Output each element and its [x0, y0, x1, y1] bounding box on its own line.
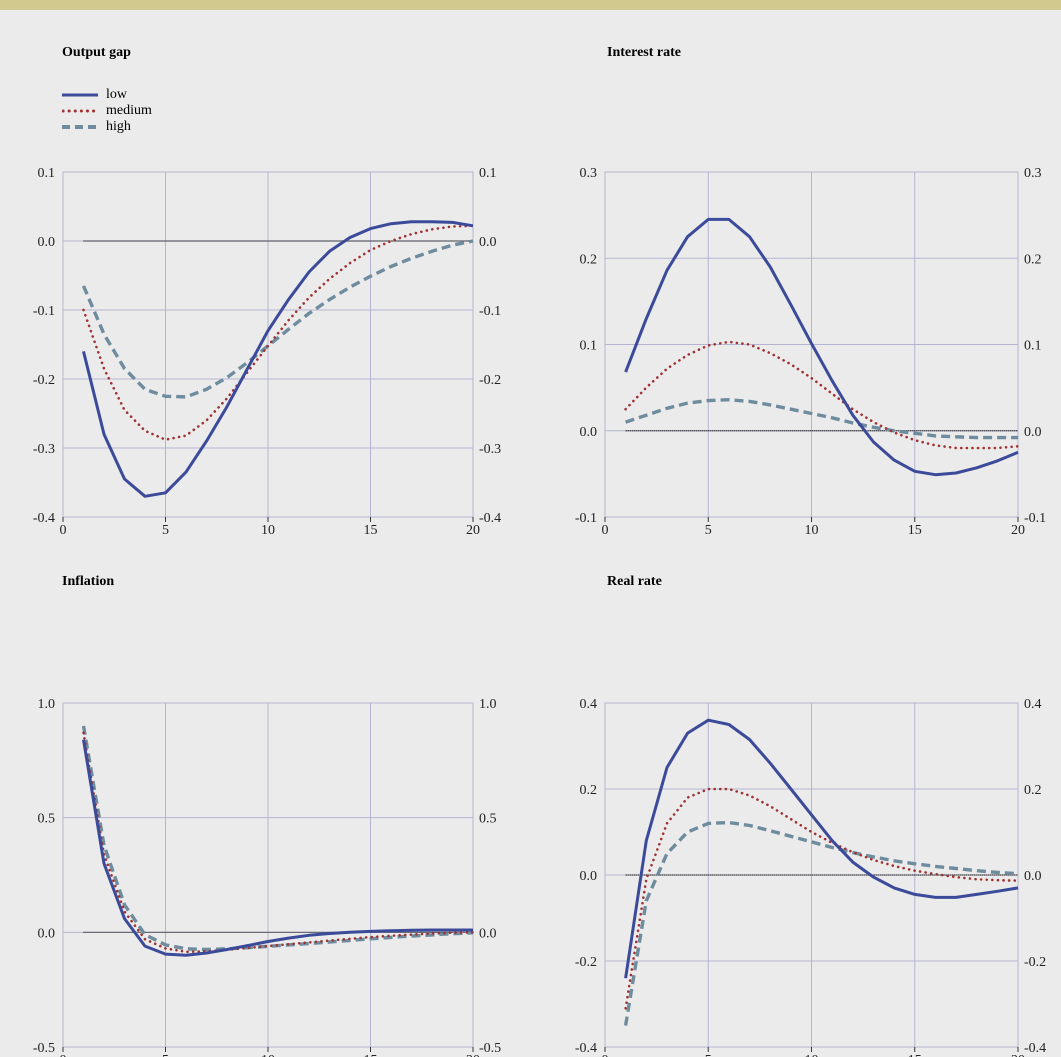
y-tick-label-left: 0.2 [580, 252, 598, 267]
y-tick-label-left: 0.2 [580, 783, 598, 798]
y-tick-label-right: -0.2 [479, 373, 501, 388]
y-tick-label-left: -0.3 [33, 442, 55, 457]
y-tick-label-left: 0.0 [38, 235, 56, 250]
x-tick-label: 10 [805, 523, 819, 538]
series-line-medium [82, 224, 475, 441]
x-tick-label: 5 [705, 1053, 712, 1057]
x-tick-label: 20 [1011, 523, 1025, 538]
x-tick-label: 15 [908, 523, 922, 538]
x-tick-label: 20 [466, 523, 480, 538]
x-tick-label: 0 [602, 523, 609, 538]
inflation-title: Inflation [62, 574, 115, 589]
series-line-low [624, 217, 1019, 477]
x-tick-label: 10 [805, 1053, 819, 1057]
top-accent-band [0, 0, 1061, 10]
y-tick-label-right: 1.0 [479, 697, 497, 712]
x-tick-label: 0 [602, 1053, 609, 1057]
y-tick-label-left: 1.0 [38, 697, 56, 712]
y-tick-label-left: -0.1 [575, 511, 597, 526]
y-tick-label-right: 0.5 [479, 812, 497, 827]
series-line-medium [624, 787, 1020, 1010]
y-tick-label-right: 0.2 [1024, 252, 1042, 267]
y-tick-label-right: 0.1 [1024, 339, 1042, 354]
y-tick-label-left: 0.1 [580, 339, 598, 354]
x-tick-label: 15 [364, 1053, 378, 1057]
y-tick-label-right: 0.0 [1024, 425, 1042, 440]
x-tick-label: 0 [60, 523, 67, 538]
y-tick-label-right: 0.0 [479, 235, 497, 250]
y-tick-label-right: -0.1 [1024, 511, 1046, 526]
y-tick-label-right: -0.2 [1024, 955, 1046, 970]
y-tick-label-left: 0.0 [580, 869, 598, 884]
interest-rate-title: Interest rate [607, 45, 681, 60]
legend-label-low: low [106, 87, 127, 102]
inflation-panel: Inflation [0, 530, 530, 1057]
y-tick-label-right: 0.1 [479, 166, 497, 181]
y-tick-label-right: 0.4 [1024, 697, 1042, 712]
real-rate-panel: Real rate [530, 530, 1061, 1057]
y-tick-label-left: 0.0 [38, 926, 56, 941]
series-line-high [625, 398, 1018, 440]
y-tick-label-right: -0.3 [479, 442, 501, 457]
series-line-high [81, 725, 474, 952]
y-tick-label-right: -0.4 [479, 511, 501, 526]
x-tick-label: 10 [261, 523, 275, 538]
series-line-low [82, 220, 474, 498]
y-tick-label-left: -0.2 [575, 955, 597, 970]
x-tick-label: 5 [162, 1053, 169, 1057]
legend-item-high: high [62, 119, 152, 135]
series-line-high [623, 820, 1019, 1026]
x-tick-label: 15 [908, 1053, 922, 1057]
legend-item-medium: medium [61, 103, 152, 119]
x-tick-label: 0 [60, 1053, 67, 1057]
y-tick-label-right: 0.3 [1024, 166, 1042, 181]
interest-rate-panel: Interest rate [530, 0, 1061, 530]
x-tick-label: 10 [261, 1053, 275, 1057]
y-tick-label-left: 0.3 [580, 166, 598, 181]
y-tick-label-left: 0.0 [580, 425, 598, 440]
y-tick-label-left: 0.1 [38, 166, 56, 181]
legend-item-low: low [62, 87, 152, 103]
x-tick-label: 20 [1011, 1053, 1025, 1057]
real-rate-title: Real rate [607, 574, 662, 589]
y-tick-label-left: -0.4 [33, 511, 55, 526]
y-tick-label-right: -0.5 [479, 1041, 501, 1056]
y-tick-label-left: -0.4 [575, 1041, 597, 1056]
output-gap-panel: Output gap low medium high [0, 0, 530, 530]
y-tick-label-left: -0.1 [33, 304, 55, 319]
output-gap-title: Output gap [62, 45, 131, 60]
x-tick-label: 20 [466, 1053, 480, 1057]
y-tick-label-left: -0.2 [33, 373, 55, 388]
series-line-low [624, 718, 1019, 979]
y-tick-label-left: 0.4 [580, 697, 598, 712]
y-tick-label-right: 0.2 [1024, 783, 1042, 798]
legend-label-high: high [106, 119, 131, 134]
x-tick-label: 5 [162, 523, 169, 538]
legend-label-medium: medium [106, 103, 152, 118]
series-line-high [81, 239, 474, 399]
x-tick-label: 15 [364, 523, 378, 538]
y-tick-label-right: 0.0 [479, 926, 497, 941]
y-tick-label-right: 0.0 [1024, 869, 1042, 884]
series-line-low [82, 739, 473, 957]
y-tick-label-left: -0.5 [33, 1041, 55, 1056]
y-tick-label-right: -0.4 [1024, 1041, 1046, 1056]
y-tick-label-right: -0.1 [479, 304, 501, 319]
legend: low medium high [61, 87, 152, 135]
x-tick-label: 5 [705, 523, 712, 538]
series-line-medium [624, 340, 1020, 450]
y-tick-label-left: 0.5 [38, 812, 56, 827]
